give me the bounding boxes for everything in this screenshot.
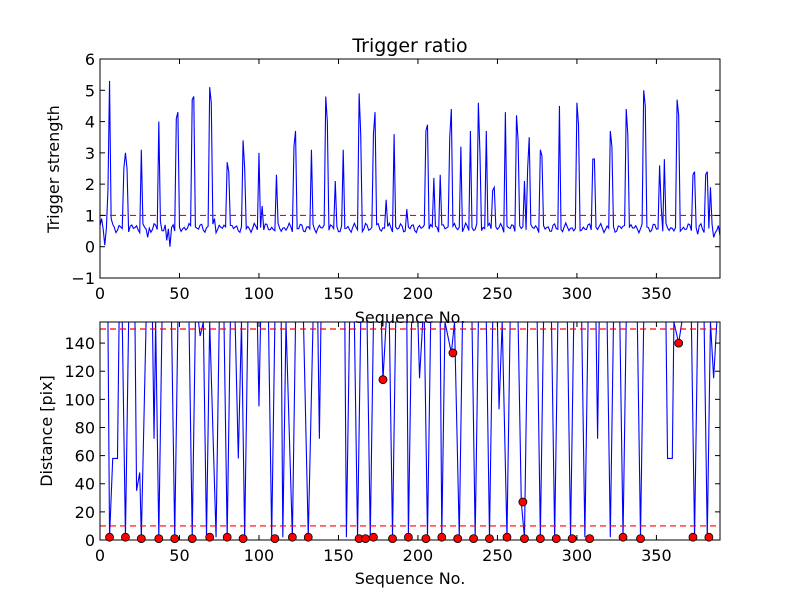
x-tick-label: 150 bbox=[323, 284, 354, 303]
trigger-ratio-panel: Trigger ratio 0 50 100 150 200 250 300 350 −101… bbox=[44, 35, 721, 327]
distance-marker bbox=[121, 532, 130, 542]
trigger-strength-line bbox=[100, 80, 720, 247]
y-tick-label: 3 bbox=[85, 144, 95, 163]
distance-marker bbox=[585, 534, 595, 543]
distance-marker bbox=[378, 375, 388, 385]
distance-marker bbox=[303, 532, 313, 542]
x-tick-label: 200 bbox=[403, 546, 434, 565]
distance-marker bbox=[551, 534, 561, 543]
distance-x-axis-label: Sequence No. bbox=[355, 569, 466, 588]
y-tick-label: 1 bbox=[85, 206, 95, 225]
distance-marker bbox=[421, 534, 431, 543]
distance-marker bbox=[287, 532, 297, 542]
distance-marker bbox=[448, 348, 458, 358]
distance-marker bbox=[136, 534, 146, 543]
distance-x-ticks: 0 50 100 150 200 250 300 350 bbox=[95, 322, 672, 565]
y-tick-label: 2 bbox=[85, 175, 95, 194]
x-tick-label: 50 bbox=[169, 546, 189, 565]
x-tick-label: 0 bbox=[95, 284, 105, 303]
distance-marker bbox=[618, 532, 628, 542]
distance-y-ticks: 0 20 40 60 80 100 120 140 bbox=[64, 334, 720, 550]
distance-marker bbox=[170, 534, 180, 543]
distance-marker bbox=[270, 534, 280, 543]
trigger-x-ticks: 0 50 100 150 200 250 300 350 bbox=[95, 59, 672, 303]
trigger-y-axis-label: Trigger strength bbox=[44, 105, 63, 234]
distance-marker bbox=[369, 532, 378, 542]
y-tick-label: 6 bbox=[85, 50, 95, 69]
distance-marker bbox=[437, 532, 447, 542]
distance-marker bbox=[469, 534, 478, 543]
distance-marker bbox=[404, 532, 413, 542]
y-tick-label: 0 bbox=[85, 238, 95, 257]
distance-marker bbox=[205, 532, 215, 542]
distance-marker bbox=[636, 534, 645, 543]
x-tick-label: 300 bbox=[562, 284, 593, 303]
y-tick-label: 4 bbox=[85, 113, 95, 132]
distance-marker bbox=[453, 534, 463, 543]
y-tick-label: 100 bbox=[64, 390, 95, 409]
distance-marker bbox=[154, 534, 164, 543]
distance-marker bbox=[238, 534, 248, 543]
x-tick-label: 150 bbox=[323, 546, 354, 565]
distance-y-axis-label: Distance [pix] bbox=[37, 375, 56, 487]
distance-marker bbox=[674, 338, 684, 348]
x-tick-label: 100 bbox=[244, 284, 275, 303]
distance-marker bbox=[187, 534, 197, 543]
distance-marker bbox=[502, 532, 512, 542]
distance-marker bbox=[535, 534, 545, 543]
distance-marker bbox=[105, 532, 114, 542]
trigger-panel-frame bbox=[99, 58, 721, 279]
trigger-x-axis-label: Sequence No. bbox=[355, 308, 466, 327]
trigger-y-ticks: −1 0 1 2 3 4 5 6 bbox=[71, 50, 720, 288]
distance-line bbox=[100, 322, 718, 538]
distance-marker bbox=[361, 534, 370, 543]
x-tick-label: 250 bbox=[482, 546, 513, 565]
distance-marker bbox=[485, 534, 494, 543]
distance-marker bbox=[688, 532, 698, 542]
x-tick-label: 200 bbox=[403, 284, 434, 303]
x-tick-label: 0 bbox=[95, 546, 105, 565]
distance-marker bbox=[222, 532, 232, 542]
y-tick-label: −1 bbox=[71, 269, 95, 288]
y-tick-label: 120 bbox=[64, 362, 95, 381]
y-tick-label: 0 bbox=[85, 531, 95, 550]
distance-marker bbox=[520, 534, 529, 543]
y-tick-label: 20 bbox=[75, 503, 95, 522]
distance-marker bbox=[704, 532, 714, 542]
chart-title: Trigger ratio bbox=[351, 35, 467, 57]
x-tick-label: 100 bbox=[244, 546, 275, 565]
distance-plot-area bbox=[100, 322, 720, 538]
x-tick-label: 350 bbox=[641, 546, 672, 565]
distance-marker bbox=[518, 497, 528, 507]
y-tick-label: 80 bbox=[75, 418, 95, 437]
y-tick-label: 140 bbox=[64, 334, 95, 353]
y-tick-label: 60 bbox=[75, 447, 95, 466]
y-tick-label: 40 bbox=[75, 475, 95, 494]
x-tick-label: 250 bbox=[482, 284, 513, 303]
x-tick-label: 50 bbox=[169, 284, 189, 303]
distance-panel: 0 50 100 150 200 250 300 350 0 20 40 60 80 100 120 140… bbox=[37, 321, 721, 588]
x-tick-label: 350 bbox=[641, 284, 672, 303]
x-tick-label: 300 bbox=[562, 546, 593, 565]
trigger-strength-plot-area bbox=[100, 80, 720, 247]
y-tick-label: 5 bbox=[85, 81, 95, 100]
distance-marker bbox=[388, 534, 397, 543]
distance-marker bbox=[567, 534, 577, 543]
